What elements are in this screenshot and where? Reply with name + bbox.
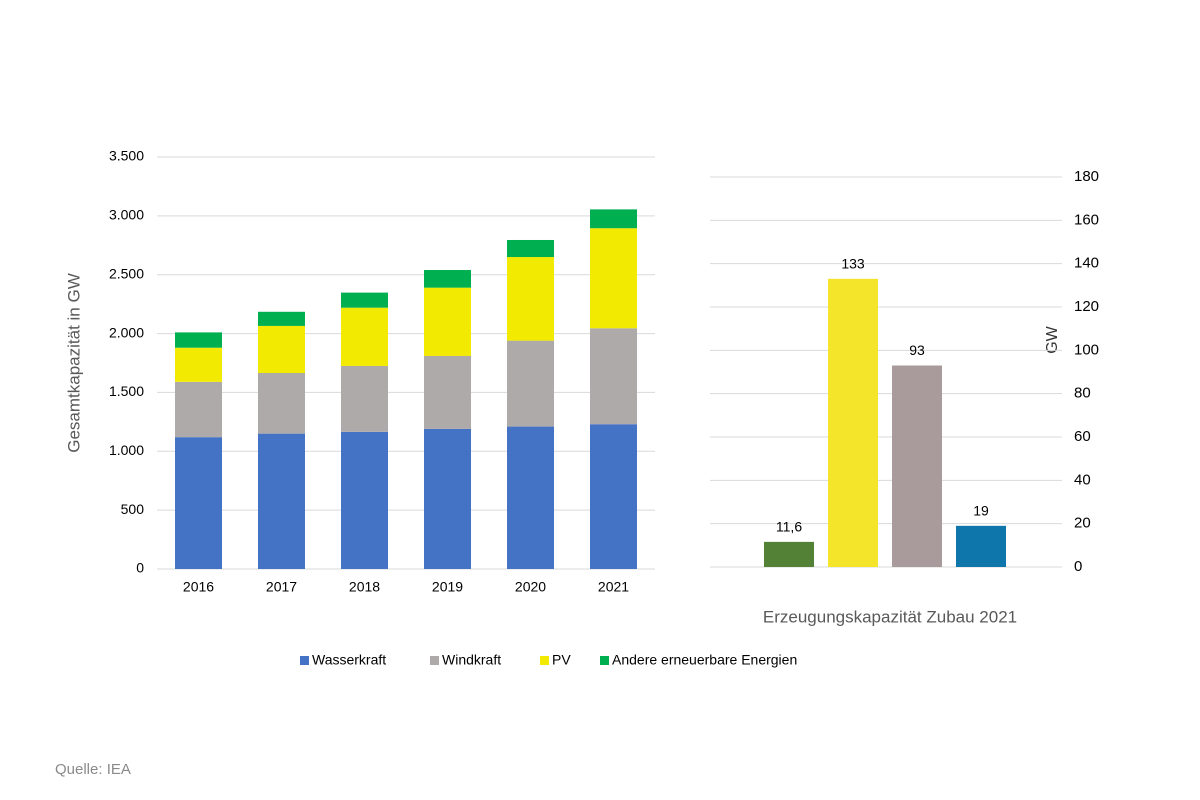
data-label: 19 <box>973 503 989 519</box>
bar-segment <box>258 311 305 326</box>
bar <box>956 525 1006 567</box>
legend-label: Wasserkraft <box>312 652 386 668</box>
bar-segment <box>590 424 637 569</box>
x-tick-label: 2016 <box>183 579 214 595</box>
y-tick-label: 0 <box>1074 558 1082 575</box>
bar-segment <box>507 257 554 341</box>
x-tick-label: 2020 <box>515 579 546 595</box>
data-label: 133 <box>841 256 865 272</box>
y-tick-label: 60 <box>1074 428 1091 445</box>
bar-segment <box>507 239 554 258</box>
y-tick-label: 3.000 <box>109 207 144 223</box>
x-tick-label: 2019 <box>432 579 463 595</box>
legend-swatch <box>430 656 439 665</box>
y-tick-label: 1.500 <box>109 383 144 399</box>
y-tick-label: 160 <box>1074 211 1099 228</box>
y-tick-label: 0 <box>136 560 144 576</box>
legend-label: Andere erneuerbare Energien <box>612 652 797 668</box>
bar-segment <box>424 287 471 356</box>
bar-segment <box>341 292 388 308</box>
bar-segment <box>424 355 471 429</box>
bar-segment <box>507 340 554 427</box>
bar-segment <box>590 228 637 329</box>
bar <box>764 541 814 567</box>
y-tick-label: 2.500 <box>109 265 144 281</box>
x-tick-label: 2018 <box>349 579 380 595</box>
y-tick-label: 100 <box>1074 341 1099 358</box>
y-tick-label: 140 <box>1074 255 1099 272</box>
bar-segment <box>258 373 305 434</box>
bar-segment <box>341 307 388 366</box>
data-label: 11,6 <box>776 519 802 535</box>
y-tick-label: 2.000 <box>109 324 144 340</box>
bar-segment <box>507 426 554 569</box>
y-tick-label: 80 <box>1074 385 1091 402</box>
source: Quelle: IEA <box>55 761 131 778</box>
y-tick-label: 1.000 <box>109 442 144 458</box>
x-tick-label: 2017 <box>266 579 297 595</box>
bar-segment <box>341 365 388 432</box>
bar-segment <box>424 428 471 569</box>
x-axis-label: Erzeugungskapazität Zubau 2021 <box>763 607 1017 626</box>
y-tick-label: 40 <box>1074 471 1091 488</box>
bar-segment <box>175 347 222 382</box>
bar-segment <box>258 325 305 374</box>
bar <box>828 278 878 567</box>
bar-segment <box>258 433 305 569</box>
y-axis-label: Gesamtkapazität in GW <box>64 273 83 453</box>
legend-swatch <box>600 656 609 665</box>
bar-segment <box>175 437 222 569</box>
bar-segment <box>424 270 471 288</box>
bar-segment <box>341 431 388 569</box>
x-tick-label: 2021 <box>598 579 629 595</box>
bar-segment <box>175 332 222 348</box>
bar-segment <box>590 209 637 229</box>
y-tick-label: 20 <box>1074 515 1091 532</box>
legend-swatch <box>300 656 309 665</box>
bar-segment <box>590 328 637 425</box>
bar <box>892 365 942 567</box>
bar-segment <box>175 381 222 438</box>
y-axis-label: GW <box>1044 325 1061 353</box>
y-tick-label: 500 <box>121 501 145 517</box>
y-tick-label: 120 <box>1074 298 1099 315</box>
legend-swatch <box>540 656 549 665</box>
legend-label: PV <box>552 652 571 668</box>
data-label: 93 <box>909 342 925 358</box>
y-tick-label: 180 <box>1074 168 1099 185</box>
legend-label: Windkraft <box>442 652 501 668</box>
y-tick-label: 3.500 <box>109 148 144 164</box>
